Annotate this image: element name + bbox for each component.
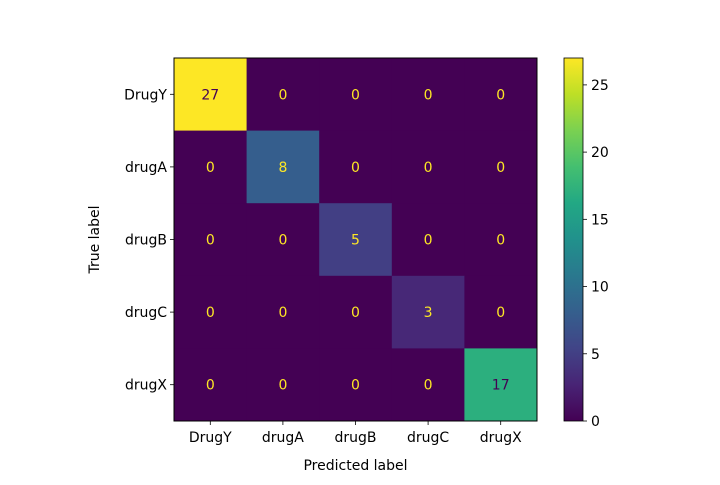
colorbar-tick-label: 15 (591, 212, 609, 228)
cell-value-label: 3 (424, 305, 433, 321)
cell-value-label: 0 (278, 87, 287, 103)
matrix-cell (319, 130, 393, 204)
matrix-cell (246, 130, 320, 204)
colorbar (563, 57, 584, 422)
cell-value-label: 0 (424, 87, 433, 103)
x-tick-label: drugA (262, 430, 304, 446)
matrix-cell (174, 58, 247, 131)
cell-value-label: 0 (351, 378, 360, 394)
matrix-cell (391, 58, 465, 131)
y-tick-label: drugX (125, 378, 167, 394)
matrix-cell (319, 58, 393, 131)
matrix-cell (464, 348, 538, 422)
x-tick-label: drugC (407, 430, 449, 446)
colorbar-tick-label: 25 (591, 78, 609, 94)
cell-value-label: 0 (278, 233, 287, 249)
cell-value-label: 0 (424, 378, 433, 394)
matrix-cell (246, 58, 320, 131)
cell-value-label: 0 (278, 305, 287, 321)
y-tick-label: drugB (125, 233, 167, 249)
cell-value-label: 0 (496, 87, 505, 103)
cell-value-label: 0 (206, 378, 215, 394)
cell-value-label: 0 (351, 87, 360, 103)
matrix-cell (391, 275, 465, 349)
matrix-cell (319, 203, 393, 277)
cell-value-label: 27 (201, 87, 219, 103)
matrix-cell (246, 203, 320, 277)
x-axis-label: Predicted label (303, 458, 407, 474)
matrix-cell (174, 203, 247, 277)
cell-value-label: 0 (496, 305, 505, 321)
colorbar-tick-label: 10 (591, 280, 609, 296)
matrix-cell (464, 58, 538, 131)
colorbar-tick-label: 5 (591, 347, 600, 363)
y-tick-label: drugC (125, 305, 167, 321)
matrix-cell (174, 130, 247, 204)
matrix-cell (319, 348, 393, 422)
cell-value-label: 0 (206, 160, 215, 176)
cell-value-label: 8 (278, 160, 287, 176)
x-tick-label: drugX (480, 430, 522, 446)
cell-value-label: 0 (496, 233, 505, 249)
y-tick-label: drugA (125, 160, 167, 176)
y-axis-label: True label (87, 205, 103, 274)
matrix-cell (174, 275, 247, 349)
colorbar-tick-label: 20 (591, 145, 609, 161)
cell-value-label: 5 (351, 233, 360, 249)
matrix-cell (174, 348, 247, 422)
cell-value-label: 0 (496, 160, 505, 176)
matrix-cell (246, 275, 320, 349)
matrix-cell (391, 203, 465, 277)
x-tick-label: DrugY (189, 430, 232, 446)
cell-value-label: 0 (206, 233, 215, 249)
matrix-cell (464, 130, 538, 204)
cell-value-label: 0 (424, 233, 433, 249)
matrix-cell (246, 348, 320, 422)
cell-value-label: 0 (424, 160, 433, 176)
cell-value-label: 0 (206, 305, 215, 321)
y-tick-label: DrugY (124, 87, 167, 103)
matrix-cell (319, 275, 393, 349)
colorbar-tick-label: 0 (591, 414, 600, 430)
cell-value-label: 0 (351, 305, 360, 321)
cell-value-label: 17 (492, 378, 510, 394)
matrix-cell (464, 203, 538, 277)
cell-value-label: 0 (278, 378, 287, 394)
matrix-cell (391, 348, 465, 422)
matrix-cell (391, 130, 465, 204)
cell-value-label: 0 (351, 160, 360, 176)
x-tick-label: drugB (334, 430, 376, 446)
matrix-cell (464, 275, 538, 349)
